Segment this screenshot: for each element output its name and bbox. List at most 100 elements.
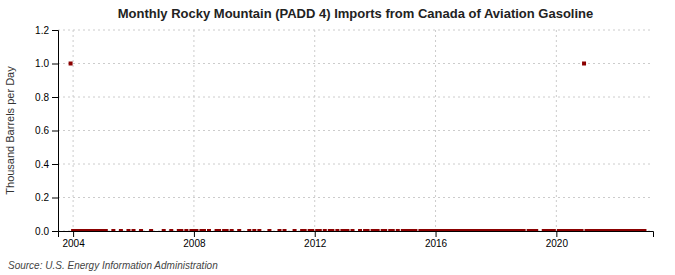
y-tick: 0.2 (35, 192, 58, 203)
point (184, 229, 188, 231)
point (132, 229, 136, 231)
point (383, 229, 387, 231)
y-tick-label: 0.4 (35, 159, 49, 170)
point (303, 229, 307, 231)
point (267, 229, 271, 231)
y-tick-mark (52, 30, 58, 31)
y-tick-label: 0.8 (35, 92, 49, 103)
point (318, 229, 322, 231)
point (534, 229, 538, 231)
chart: 200420082012201620200.00.20.40.60.81.01.… (0, 0, 675, 275)
y-tick-mark (52, 231, 58, 232)
x-tick-mark (73, 231, 74, 237)
point (104, 229, 108, 231)
x-tick: 2004 (62, 231, 85, 249)
y-grid-line (58, 97, 653, 98)
point (111, 229, 115, 231)
y-tick: 1.0 (35, 58, 58, 69)
point (237, 229, 241, 231)
y-axis: 0.00.20.40.60.81.01.2 (35, 25, 58, 237)
y-tick: 0.8 (35, 92, 58, 103)
point (413, 229, 417, 231)
y-grid-line (58, 30, 653, 31)
point (169, 229, 173, 231)
x-tick-mark (556, 231, 557, 237)
point (119, 229, 123, 231)
y-tick-mark (52, 64, 58, 65)
point (69, 62, 73, 66)
points (69, 62, 647, 232)
point (139, 229, 143, 231)
point (230, 229, 234, 231)
point (323, 229, 327, 231)
x-grid-line (314, 30, 315, 231)
point (642, 229, 646, 231)
point (330, 229, 334, 231)
y-grid-line (58, 63, 653, 64)
y-tick-label: 0.2 (35, 192, 49, 203)
x-grid-line (73, 30, 74, 231)
y-axis-line (52, 31, 59, 232)
x-tick: 2020 (546, 231, 569, 249)
x-grid-line (193, 30, 194, 231)
point (366, 229, 370, 231)
point (207, 229, 211, 231)
grid (58, 30, 653, 231)
point (162, 229, 166, 231)
point (552, 229, 556, 231)
x-axis-line (59, 232, 654, 238)
point (391, 229, 395, 231)
y-axis-title: Thousand Barrels per Day (4, 66, 16, 195)
annotation: Source: U.S. Energy Information Administ… (8, 260, 218, 271)
x-grid-line (435, 30, 436, 231)
point (179, 229, 183, 231)
y-tick-label: 0.6 (35, 125, 49, 136)
point (345, 229, 349, 231)
x-tick-label: 2004 (62, 238, 85, 249)
point (376, 229, 380, 231)
y-tick: 0.4 (35, 159, 58, 170)
point (277, 229, 281, 231)
x-tick-mark (315, 231, 316, 237)
point (293, 229, 297, 231)
y-grid-line (58, 130, 653, 131)
point (225, 229, 229, 231)
point (335, 229, 339, 231)
x-axis: 2004 2008 2012 2016 2020 (59, 231, 654, 249)
point (252, 229, 256, 231)
point (350, 229, 354, 231)
y-tick: 0.6 (35, 125, 58, 136)
point (310, 229, 314, 231)
point (580, 229, 584, 231)
y-tick-mark (52, 131, 58, 132)
point (283, 229, 287, 231)
point (126, 229, 130, 231)
title: Monthly Rocky Mountain (PADD 4) Imports … (118, 6, 594, 21)
y-tick: 0.0 (35, 226, 58, 237)
x-tick: 2008 (183, 231, 206, 249)
point (149, 229, 153, 231)
x-tick: 2016 (425, 231, 448, 249)
point (202, 229, 206, 231)
x-tick-label: 2008 (183, 238, 206, 249)
point (582, 62, 586, 66)
point (522, 229, 526, 231)
y-tick-label: 0.0 (35, 226, 49, 237)
x-tick-mark (194, 231, 195, 237)
x-tick: 2012 (304, 231, 327, 249)
y-grid-line (58, 197, 653, 198)
y-tick-label: 1.0 (35, 58, 49, 69)
point (257, 229, 261, 231)
point (217, 229, 221, 231)
point (396, 229, 400, 231)
plot-area: 200420082012201620200.00.20.40.60.81.01.… (35, 25, 653, 249)
x-tick-label: 2012 (304, 238, 327, 249)
x-tick-label: 2020 (546, 238, 569, 249)
point (358, 229, 362, 231)
y-tick-mark (52, 97, 58, 98)
x-grid-line (556, 30, 557, 231)
y-tick-mark (52, 198, 58, 199)
point (247, 229, 251, 231)
x-tick-label: 2016 (425, 238, 448, 249)
y-tick-mark (52, 164, 58, 165)
